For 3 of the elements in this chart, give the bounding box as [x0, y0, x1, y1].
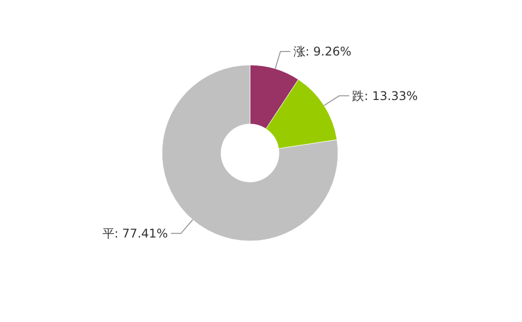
slice-label: 跌: 13.33% [352, 88, 418, 103]
slice-label: 平: 77.41% [102, 226, 168, 241]
slice-label: 涨: 9.26% [293, 44, 352, 59]
